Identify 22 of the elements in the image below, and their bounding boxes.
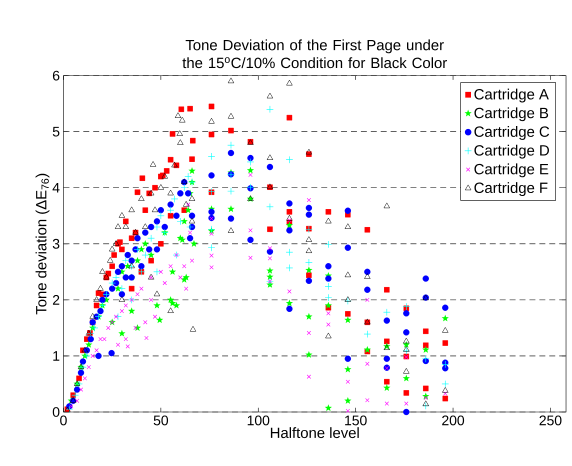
legend-label: Cartridge B (474, 107, 548, 122)
x-tick-label: 0 (60, 416, 67, 426)
y-tick-label: 5 (52, 126, 60, 137)
legend-label: Cartridge E (474, 164, 548, 178)
y-tick-label: 6 (52, 70, 60, 81)
chart-title: Tone Deviation of the First Page under the 15$^{o}$C/10% Condition for Black Color (182, 40, 447, 68)
x-tick-label: 100 (248, 416, 270, 426)
y-tick-label: 4 (52, 183, 60, 193)
x-tick-label: 250 (540, 416, 562, 426)
x-tick-label: 50 (154, 416, 168, 426)
y-axis-title: Tone deviation (ΔE$_{76}$) (36, 174, 50, 315)
legend-label: Cartridge A (474, 88, 549, 103)
x-tick-label: 200 (442, 416, 464, 426)
y-tick-label: 3 (52, 239, 60, 249)
x-tick-label: 150 (345, 416, 367, 426)
x-axis-title: Halftone level (270, 427, 359, 438)
legend-label: Cartridge D (474, 144, 549, 159)
y-tick-label: 0 (52, 407, 60, 418)
y-tick-label: 2 (52, 295, 60, 305)
legend-label: Cartridge F (474, 182, 548, 196)
legend-label: Cartridge C (474, 126, 550, 140)
y-tick-label: 1 (53, 351, 60, 361)
